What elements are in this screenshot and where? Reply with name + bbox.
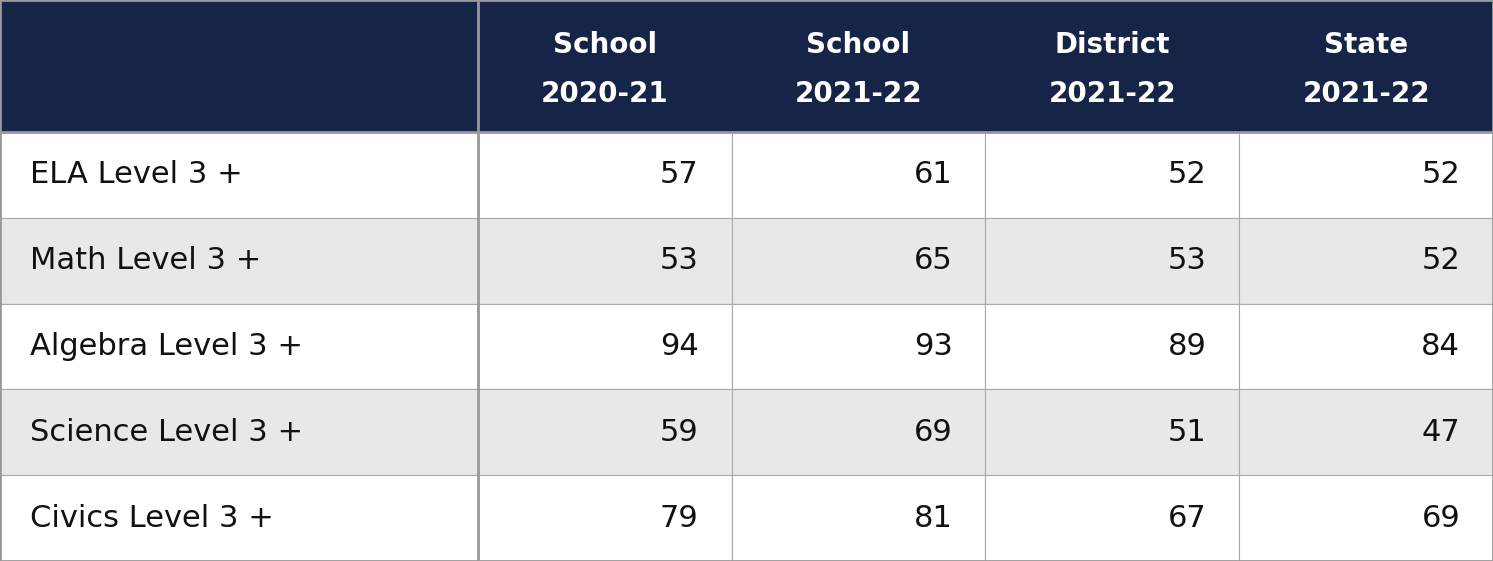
Text: 93: 93	[914, 332, 953, 361]
Bar	[1239, 132, 1493, 218]
Text: 94: 94	[660, 332, 699, 361]
Bar	[1239, 475, 1493, 561]
Bar	[1239, 0, 1493, 132]
Text: 53: 53	[1168, 246, 1206, 275]
Bar	[985, 389, 1239, 475]
Text: 51: 51	[1168, 418, 1206, 447]
Text: 65: 65	[914, 246, 953, 275]
Text: 52: 52	[1421, 160, 1460, 189]
Bar	[478, 389, 732, 475]
Bar	[1239, 218, 1493, 304]
Text: 69: 69	[914, 418, 953, 447]
Bar	[985, 304, 1239, 389]
Bar	[0, 475, 478, 561]
Bar	[0, 218, 478, 304]
Bar	[1239, 304, 1493, 389]
Text: Civics Level 3 +: Civics Level 3 +	[30, 504, 273, 532]
Text: 61: 61	[914, 160, 953, 189]
Text: 52: 52	[1168, 160, 1206, 189]
Text: 79: 79	[660, 504, 699, 532]
Text: Science Level 3 +: Science Level 3 +	[30, 418, 303, 447]
Text: Algebra Level 3 +: Algebra Level 3 +	[30, 332, 303, 361]
Bar	[478, 304, 732, 389]
Bar	[985, 0, 1239, 132]
Bar	[0, 304, 478, 389]
Bar	[732, 389, 985, 475]
Bar	[478, 475, 732, 561]
Text: Math Level 3 +: Math Level 3 +	[30, 246, 261, 275]
Text: 89: 89	[1168, 332, 1206, 361]
Text: ELA Level 3 +: ELA Level 3 +	[30, 160, 242, 189]
Text: State: State	[1324, 31, 1408, 58]
Text: 53: 53	[660, 246, 699, 275]
Text: 2021-22: 2021-22	[1302, 80, 1430, 108]
Text: 69: 69	[1421, 504, 1460, 532]
Bar	[478, 132, 732, 218]
Bar	[0, 132, 478, 218]
Text: 81: 81	[914, 504, 953, 532]
Text: 47: 47	[1421, 418, 1460, 447]
Text: 52: 52	[1421, 246, 1460, 275]
Bar	[985, 132, 1239, 218]
Text: 67: 67	[1168, 504, 1206, 532]
Text: 2021-22: 2021-22	[794, 80, 923, 108]
Text: 84: 84	[1421, 332, 1460, 361]
Bar	[985, 218, 1239, 304]
Text: School: School	[552, 31, 657, 58]
Bar	[732, 475, 985, 561]
Bar	[732, 218, 985, 304]
Bar	[732, 132, 985, 218]
Bar	[732, 0, 985, 132]
Bar	[0, 389, 478, 475]
Bar	[478, 218, 732, 304]
Bar	[478, 0, 732, 132]
Bar	[1239, 389, 1493, 475]
Bar	[732, 304, 985, 389]
Bar	[985, 475, 1239, 561]
Text: 57: 57	[660, 160, 699, 189]
Text: District: District	[1054, 31, 1171, 58]
Text: School: School	[806, 31, 911, 58]
Text: 2021-22: 2021-22	[1048, 80, 1176, 108]
Text: 59: 59	[660, 418, 699, 447]
Text: 2020-21: 2020-21	[540, 80, 669, 108]
Bar	[0, 0, 478, 132]
